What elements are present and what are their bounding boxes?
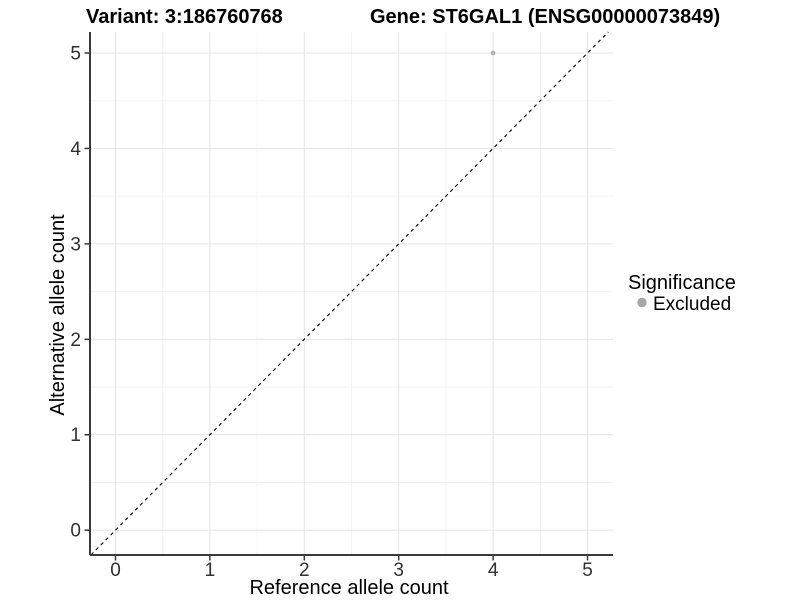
y-axis-title: Alternative allele count <box>47 214 69 416</box>
tick-labels-layer: 0 1 2 3 4 5 0 1 2 3 4 5 <box>70 43 592 581</box>
x-tick-label: 4 <box>488 560 499 581</box>
y-tick-label: 5 <box>70 43 81 64</box>
y-tick-label: 0 <box>70 521 81 542</box>
grid-major-lines <box>90 32 613 555</box>
y-tick-label: 4 <box>70 139 81 160</box>
legend-item-label: Excluded <box>653 294 731 315</box>
data-point <box>490 50 496 56</box>
y-tick-label: 3 <box>70 234 81 255</box>
x-tick-label: 1 <box>205 560 216 581</box>
plot-title-variant: Variant: 3:186760768 <box>86 6 283 28</box>
x-tick-label: 5 <box>582 560 593 581</box>
data-points-layer <box>490 50 496 56</box>
x-tick-label: 2 <box>299 560 310 581</box>
grid-minor-lines <box>90 32 613 555</box>
axes-layer <box>89 32 613 556</box>
legend-key-excluded-dot-icon <box>637 297 647 308</box>
plot-title-gene: Gene: ST6GAL1 (ENSG00000073849) <box>370 6 720 28</box>
y-tick-label: 2 <box>70 330 81 351</box>
x-tick-label: 0 <box>110 560 121 581</box>
legend: Significance Excluded <box>628 272 736 315</box>
tick-marks-layer <box>84 52 589 561</box>
y-tick-label: 1 <box>70 425 81 446</box>
x-tick-label: 3 <box>393 560 404 581</box>
x-axis-title: Reference allele count <box>249 577 448 599</box>
legend-title: Significance <box>628 272 736 294</box>
